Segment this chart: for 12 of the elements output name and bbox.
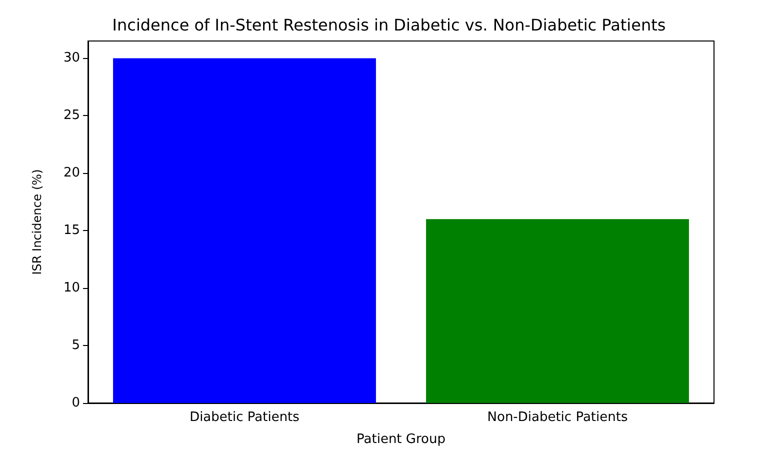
y-tick-label: 5	[72, 338, 80, 354]
chart-title: Incidence of In-Stent Restenosis in Diabetic vs. Non-Diabetic Patients	[112, 16, 666, 34]
y-axis-title: ISR Incidence (%)	[30, 169, 44, 275]
y-tick-label: 0	[72, 396, 80, 410]
y-tick-label: 15	[63, 223, 80, 238]
y-tick-label: 20	[63, 166, 80, 181]
y-tick-label: 30	[63, 50, 80, 66]
x-axis-title: Patient Group	[356, 432, 446, 447]
y-tick-label: 25	[63, 108, 80, 124]
x-tick-label: Non-Diabetic Patients	[487, 410, 628, 425]
y-tick-label: 10	[63, 280, 80, 296]
x-tick-label: Diabetic Patients	[190, 410, 300, 425]
